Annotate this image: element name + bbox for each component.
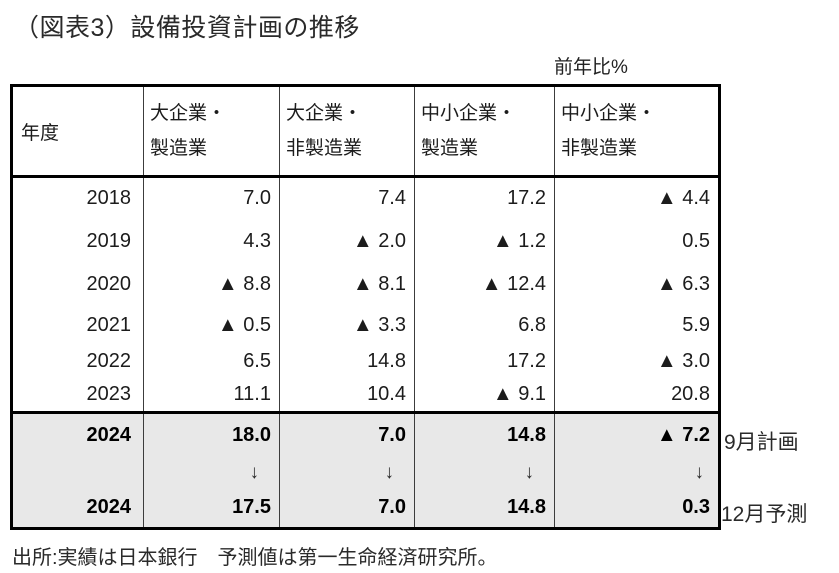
capex-table: 年度 大企業・ 製造業 大企業・ 非製造業 中小企業・ 製造業 中小企業・ 非製…	[10, 84, 721, 530]
unit-label: 前年比%	[554, 57, 628, 78]
value-cell: 18.0	[143, 412, 280, 457]
year-cell: 2024	[11, 412, 144, 457]
year-cell: 2022	[11, 344, 144, 379]
table-row-2024-forecast: 2024 17.5 7.0 14.8 0.3	[11, 488, 720, 529]
value-cell: 5.9	[554, 306, 720, 345]
column-header-large-nonmfg: 大企業・ 非製造業	[279, 85, 415, 177]
header-line: 中小企業・	[561, 103, 657, 124]
value-cell: ▲ 6.3	[554, 262, 720, 307]
empty-cell	[11, 456, 144, 489]
source-note: 出所:実績は日本銀行 予測値は第一生命経済研究所。	[12, 547, 498, 569]
value-cell: ▲ 8.8	[143, 262, 280, 307]
down-arrow-icon: ↓	[143, 456, 280, 489]
value-cell: ▲ 3.0	[554, 344, 720, 379]
value-cell: 17.2	[414, 344, 555, 379]
figure-title: （図表3）設備投資計画の推移	[14, 14, 360, 42]
december-forecast-label: 12月予測	[721, 503, 808, 526]
value-cell: ▲ 8.1	[279, 262, 415, 307]
value-cell: ▲ 3.3	[279, 306, 415, 345]
table-row-2018: 2018 7.0 7.4 17.2 ▲ 4.4	[11, 176, 720, 220]
year-cell: 2019	[11, 219, 144, 263]
table-row-2021: 2021 ▲ 0.5 ▲ 3.3 6.8 5.9	[11, 306, 720, 345]
september-plan-label: 9月計画	[724, 431, 799, 454]
table-row-2024-plan: 2024 18.0 7.0 14.8 ▲ 7.2	[11, 412, 720, 457]
value-cell: 11.1	[143, 378, 280, 413]
value-cell: 0.3	[554, 488, 720, 529]
value-cell: ▲ 0.5	[143, 306, 280, 345]
down-arrow-icon: ↓	[554, 456, 720, 489]
header-line: 非製造業	[286, 138, 363, 159]
down-arrow-icon: ↓	[279, 456, 415, 489]
column-header-sme-mfg: 中小企業・ 製造業	[414, 85, 555, 177]
value-cell: 7.0	[279, 412, 415, 457]
value-cell: ▲ 12.4	[414, 262, 555, 307]
value-cell: 20.8	[554, 378, 720, 413]
value-cell: 7.0	[143, 176, 280, 220]
table-row-2023: 2023 11.1 10.4 ▲ 9.1 20.8	[11, 378, 720, 413]
value-cell: ▲ 9.1	[414, 378, 555, 413]
year-cell: 2018	[11, 176, 144, 220]
year-cell: 2021	[11, 306, 144, 345]
year-cell: 2024	[11, 488, 144, 529]
value-cell: 14.8	[414, 488, 555, 529]
value-cell: ▲ 7.2	[554, 412, 720, 457]
table-row-2022: 2022 6.5 14.8 17.2 ▲ 3.0	[11, 344, 720, 379]
year-cell: 2020	[11, 262, 144, 307]
year-cell: 2023	[11, 378, 144, 413]
value-cell: 17.5	[143, 488, 280, 529]
value-cell: 7.0	[279, 488, 415, 529]
down-arrow-icon: ↓	[414, 456, 555, 489]
table-row-2020: 2020 ▲ 8.8 ▲ 8.1 ▲ 12.4 ▲ 6.3	[11, 262, 720, 307]
value-cell: ▲ 2.0	[279, 219, 415, 263]
header-line: 大企業・	[150, 103, 227, 124]
column-header-sme-nonmfg: 中小企業・ 非製造業	[554, 85, 720, 177]
value-cell: 6.5	[143, 344, 280, 379]
header-row: 年度 大企業・ 製造業 大企業・ 非製造業 中小企業・ 製造業 中小企業・ 非製…	[11, 85, 720, 177]
column-header-large-mfg: 大企業・ 製造業	[143, 85, 280, 177]
header-line: 中小企業・	[421, 103, 517, 124]
header-line: 大企業・	[286, 103, 363, 124]
value-cell: 0.5	[554, 219, 720, 263]
column-header-year: 年度	[11, 85, 144, 177]
value-cell: 4.3	[143, 219, 280, 263]
table-row-2019: 2019 4.3 ▲ 2.0 ▲ 1.2 0.5	[11, 219, 720, 263]
header-line: 製造業	[421, 138, 479, 159]
value-cell: 14.8	[414, 412, 555, 457]
value-cell: 14.8	[279, 344, 415, 379]
value-cell: 10.4	[279, 378, 415, 413]
value-cell: 6.8	[414, 306, 555, 345]
header-line: 製造業	[150, 138, 208, 159]
value-cell: ▲ 4.4	[554, 176, 720, 220]
value-cell: 7.4	[279, 176, 415, 220]
table-row-revision-arrows: ↓ ↓ ↓ ↓	[11, 456, 720, 489]
value-cell: 17.2	[414, 176, 555, 220]
header-line: 非製造業	[561, 138, 638, 159]
value-cell: ▲ 1.2	[414, 219, 555, 263]
